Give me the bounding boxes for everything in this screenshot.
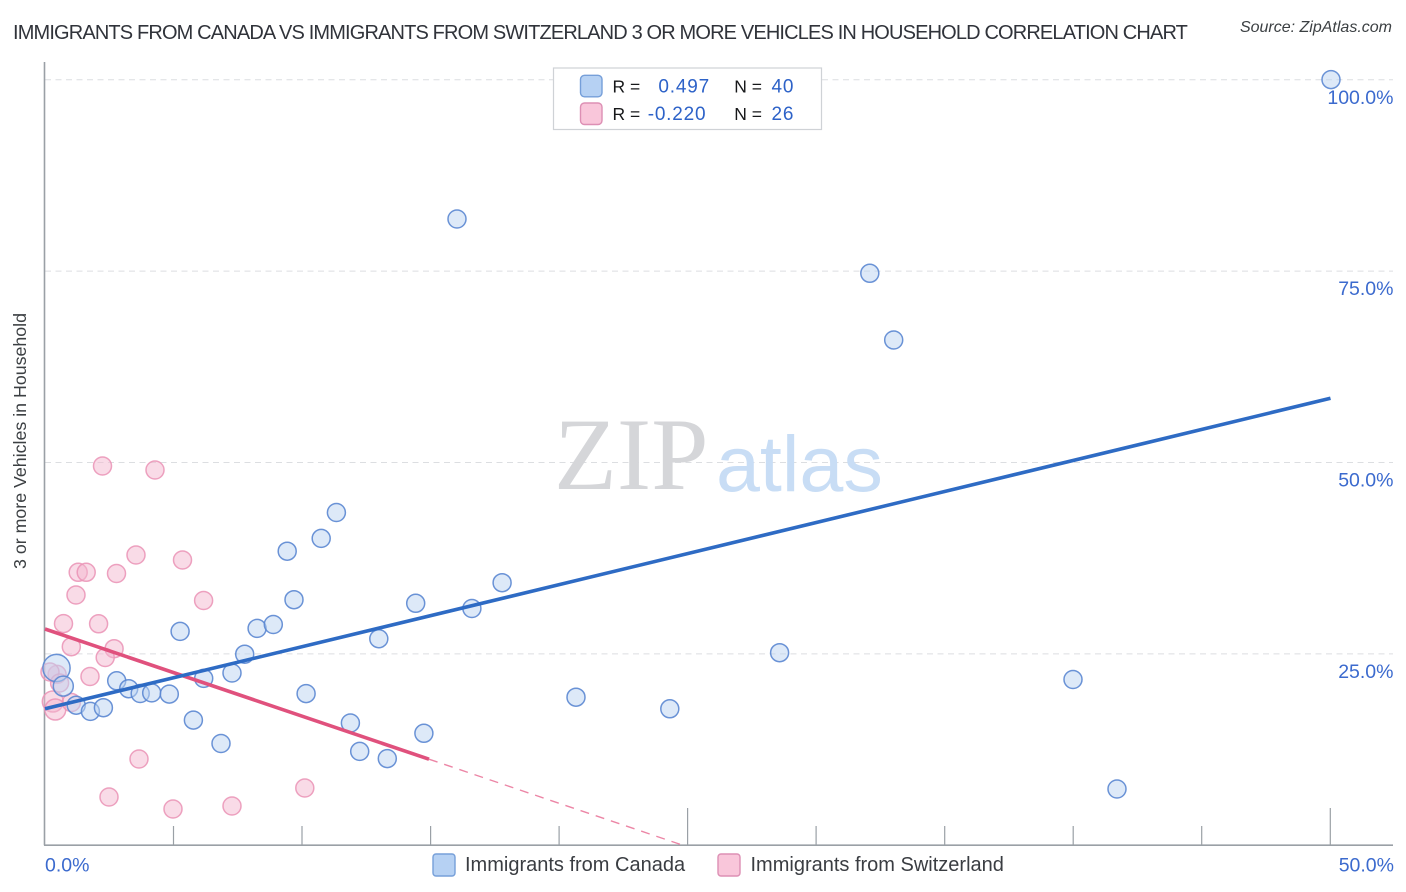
svg-text:0.0%: 0.0% <box>45 855 89 877</box>
svg-text:100.0%: 100.0% <box>1327 87 1393 109</box>
svg-text:50.0%: 50.0% <box>1339 855 1394 877</box>
svg-text:ZIP: ZIP <box>554 398 709 512</box>
svg-text:Immigrants from Canada: Immigrants from Canada <box>465 854 686 876</box>
svg-text:Source: ZipAtlas.com: Source: ZipAtlas.com <box>1240 19 1392 36</box>
svg-text:25.0%: 25.0% <box>1338 661 1393 683</box>
svg-text:50.0%: 50.0% <box>1338 470 1393 492</box>
svg-text:R =: R = <box>613 77 641 97</box>
svg-text:IMMIGRANTS FROM CANADA VS IMMI: IMMIGRANTS FROM CANADA VS IMMIGRANTS FRO… <box>13 22 1188 44</box>
svg-text:0.497: 0.497 <box>658 77 710 98</box>
svg-text:75.0%: 75.0% <box>1338 278 1393 300</box>
svg-text:3 or more Vehicles in Househol: 3 or more Vehicles in Household <box>10 313 30 569</box>
svg-text:-0.220: -0.220 <box>648 104 707 125</box>
svg-text:26: 26 <box>772 104 795 125</box>
svg-text:atlas: atlas <box>716 419 883 508</box>
svg-text:N =: N = <box>734 77 762 97</box>
svg-text:40: 40 <box>772 77 795 98</box>
svg-text:N =: N = <box>734 104 762 124</box>
svg-text:R =: R = <box>613 104 641 124</box>
svg-text:Immigrants from Switzerland: Immigrants from Switzerland <box>751 854 1004 876</box>
